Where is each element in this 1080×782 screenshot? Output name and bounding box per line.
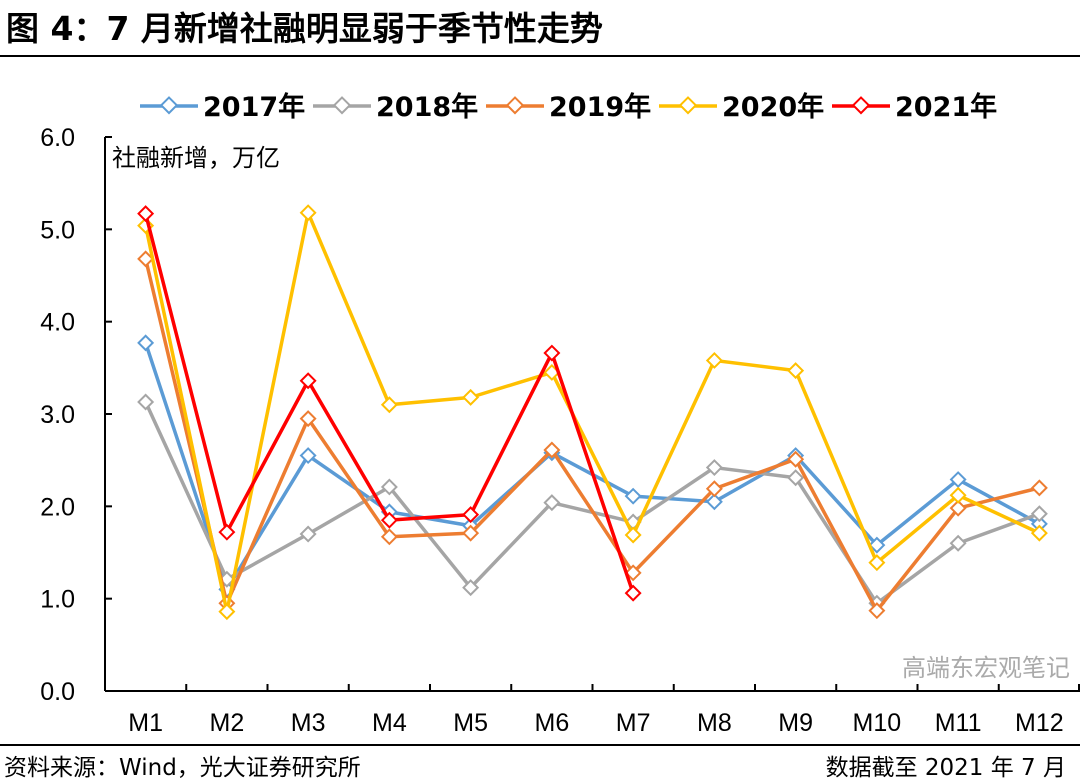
data-point-marker: [705, 493, 723, 511]
x-tick-label: M1: [128, 709, 163, 737]
data-point-marker: [1030, 524, 1048, 542]
title-divider: [0, 55, 1080, 57]
data-point-marker: [868, 602, 886, 620]
data-cutoff-note: 数据截至 2021 年 7 月: [825, 755, 1066, 781]
series-line: [143, 342, 1041, 592]
y-tick-label: 0.0: [40, 678, 75, 706]
data-point-marker: [949, 534, 967, 552]
data-point-marker: [543, 441, 561, 459]
data-point-marker: [1030, 505, 1048, 523]
y-tick-label: 5.0: [40, 216, 75, 244]
data-point-marker: [218, 523, 236, 541]
data-point-marker: [543, 494, 561, 512]
legend-diamond-marker: [851, 96, 871, 115]
legend-label: 2017年: [203, 91, 305, 123]
data-point-marker: [949, 486, 967, 504]
y-tick-label: 1.0: [40, 586, 75, 614]
data-point-marker: [137, 334, 155, 352]
data-point-marker: [299, 204, 317, 222]
data-point-marker: [949, 471, 967, 489]
data-point-marker: [299, 525, 317, 543]
x-tick-label: M12: [1015, 709, 1064, 737]
data-point-marker: [380, 511, 398, 529]
legend-diamond-marker: [332, 96, 352, 115]
legend-diamond-marker: [505, 96, 525, 115]
x-tick-label: M6: [535, 709, 570, 737]
y-axis-label: 社融新增，万亿: [112, 144, 280, 172]
legend-diamond-marker: [159, 96, 179, 115]
y-tick-label: 2.0: [40, 493, 75, 521]
data-point-marker: [624, 526, 642, 544]
data-point-marker: [380, 528, 398, 546]
data-point-marker: [218, 603, 236, 621]
series-line: [143, 258, 1040, 613]
data-point-marker: [624, 584, 642, 602]
data-point-marker: [299, 372, 317, 390]
data-point-marker: [868, 554, 886, 572]
data-point-marker: [380, 396, 398, 414]
data-point-marker: [380, 478, 398, 496]
data-point-marker: [462, 524, 480, 542]
legend-label: 2021年: [895, 91, 997, 123]
data-point-marker: [949, 499, 967, 517]
figure-title: 图 4：7 月新增社融明显弱于季节性走势: [6, 9, 603, 48]
data-point-marker: [299, 447, 317, 465]
data-point-marker: [137, 393, 155, 411]
y-tick-label: 6.0: [40, 124, 75, 152]
series-line: [143, 210, 1041, 614]
x-tick-label: M10: [853, 709, 902, 737]
x-tick-label: M3: [291, 709, 326, 737]
data-point-marker: [1030, 479, 1048, 497]
data-point-marker: [705, 480, 723, 498]
source-note: 资料来源：Wind，光大证券研究所: [4, 755, 361, 781]
data-point-marker: [1030, 515, 1048, 533]
data-point-marker: [868, 536, 886, 554]
data-point-marker: [624, 487, 642, 505]
x-tick-label: M2: [210, 709, 245, 737]
data-point-marker: [462, 579, 480, 597]
watermark: 高端东宏观笔记: [902, 654, 1070, 682]
data-point-marker: [462, 388, 480, 406]
data-point-marker: [787, 469, 805, 487]
x-tick-label: M7: [616, 709, 651, 737]
y-tick-label: 3.0: [40, 401, 75, 429]
x-tick-label: M9: [778, 709, 813, 737]
x-tick-label: M5: [453, 709, 488, 737]
data-point-marker: [705, 351, 723, 369]
data-point-marker: [624, 564, 642, 582]
x-tick-label: M4: [372, 709, 407, 737]
data-point-marker: [787, 450, 805, 468]
footer-divider: [0, 744, 1080, 746]
y-tick-label: 4.0: [40, 309, 75, 337]
data-point-marker: [299, 410, 317, 428]
data-point-marker: [137, 250, 155, 268]
x-tick-label: M8: [697, 709, 732, 737]
data-point-marker: [787, 362, 805, 380]
data-point-marker: [543, 344, 561, 362]
legend-label: 2020年: [722, 91, 824, 123]
x-tick-label: M11: [935, 709, 982, 737]
data-point-marker: [137, 205, 155, 223]
legend-diamond-marker: [678, 96, 698, 115]
legend-label: 2019年: [549, 91, 651, 123]
legend-label: 2018年: [376, 91, 478, 123]
data-point-marker: [705, 459, 723, 477]
data-point-marker: [462, 506, 480, 524]
